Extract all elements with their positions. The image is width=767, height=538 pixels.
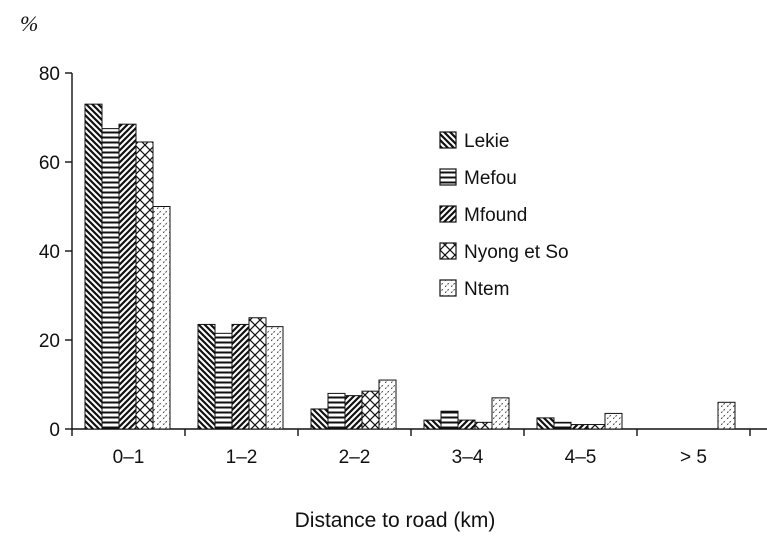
bar-mfound-4 [570,424,589,430]
y-tick-label: 40 [39,242,60,263]
bars [84,103,736,430]
legend-label: Lekie [464,131,509,152]
legend: Lekie Mefou Mfound Nyong et So Ntem [439,131,569,300]
bar-mefou-1 [214,332,233,430]
y-unit-label: % [20,11,38,36]
x-tick-label: 3–4 [452,447,484,468]
bar-ntem-2 [378,379,397,430]
legend-label: Nyong et So [464,242,569,263]
legend-label: Mefou [464,168,517,189]
x-tick-label: 2–2 [339,447,371,468]
bar-ntem-0 [152,206,171,430]
bar-mfound-1 [231,323,250,430]
bar-lekie-4 [536,417,555,430]
y-tick-label: 0 [49,420,60,441]
y-axis: 0 20 40 60 80 [39,64,73,441]
bar-nyong-et-so-3 [474,421,493,430]
bar-mefou-0 [101,128,120,430]
x-axis-title: Distance to road (km) [295,509,496,532]
bar-ntem-3 [491,397,510,430]
legend-label: Ntem [464,279,509,300]
x-tick-label: 0–1 [113,447,145,468]
y-tick-label: 60 [39,153,60,174]
bar-ntem-5 [717,401,736,430]
x-tick-label: > 5 [680,447,707,468]
bar-lekie-0 [84,103,103,430]
bar-nyong-et-so-1 [248,317,267,430]
y-tick-label: 80 [39,64,60,85]
bar-lekie-1 [197,323,216,430]
legend-label: Mfound [464,205,527,226]
legend-swatch [439,242,457,260]
bar-lekie-2 [310,408,329,430]
bar-nyong-et-so-0 [135,141,154,430]
bar-mfound-2 [344,395,363,430]
bar-mfound-3 [457,419,476,430]
legend-swatch [439,279,457,297]
bar-mefou-4 [553,421,572,430]
x-tick-label: 4–5 [565,447,597,468]
bar-mefou-2 [327,392,346,430]
legend-swatch [439,131,457,149]
bar-mfound-0 [118,123,137,430]
x-axis: 0–1 1–2 2–2 3–4 4–5 > 5 [71,428,767,468]
bar-nyong-et-so-2 [361,390,380,430]
bar-ntem-1 [265,326,284,430]
legend-swatch [439,168,457,186]
bar-lekie-3 [423,419,442,430]
bar-ntem-4 [604,412,623,430]
bar-nyong-et-so-4 [587,424,606,430]
y-tick-label: 20 [39,331,60,352]
bar-mefou-3 [440,410,459,430]
legend-swatch [439,205,457,223]
x-tick-label: 1–2 [226,447,258,468]
